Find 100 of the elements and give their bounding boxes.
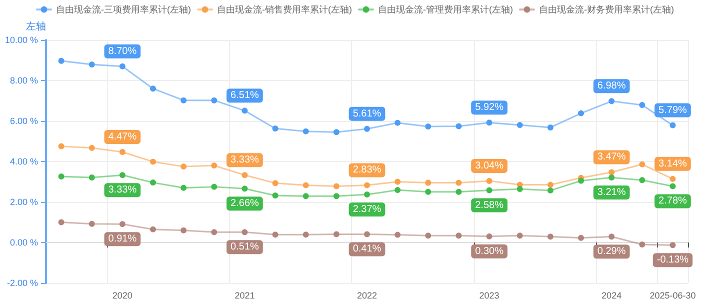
data-label: 3.21% [597, 186, 626, 198]
data-label: 6.51% [230, 90, 259, 102]
point [333, 183, 340, 190]
y-tick-label: 4.00 % [10, 156, 38, 166]
x-tick-label: 2025-06-30 [650, 290, 696, 300]
point [456, 188, 462, 195]
y-axis-title: 左轴 [26, 20, 46, 32]
x-tick-label: 2024 [602, 290, 622, 300]
data-label: 6.98% [597, 80, 626, 92]
point [302, 182, 309, 188]
data-label: 5.79% [658, 104, 687, 116]
point [486, 120, 492, 126]
point [578, 178, 584, 184]
point [639, 161, 646, 168]
point [394, 120, 401, 126]
data-label: 0.91% [108, 234, 137, 245]
point [608, 174, 615, 180]
point [639, 102, 646, 108]
point [456, 123, 462, 130]
point [364, 231, 370, 238]
point [364, 192, 370, 198]
point [425, 180, 432, 186]
point [547, 124, 554, 130]
point [119, 172, 126, 178]
data-label: -0.13% [656, 254, 689, 266]
point [516, 186, 523, 192]
point [639, 177, 646, 184]
point [150, 180, 156, 186]
point [394, 232, 401, 238]
point [272, 125, 278, 132]
point [547, 187, 554, 194]
point [516, 122, 523, 128]
point [578, 234, 584, 241]
point [670, 122, 676, 128]
data-label: 0.41% [352, 244, 382, 255]
data-label: 5.92% [475, 102, 504, 114]
point [302, 193, 309, 200]
point [88, 62, 95, 68]
data-label: 0.30% [475, 246, 504, 257]
x-tick-label: 2023 [479, 290, 500, 300]
point [242, 108, 248, 114]
data-label: 3.04% [475, 160, 504, 172]
data-label: 3.33% [230, 154, 259, 166]
data-label: 3.14% [658, 158, 687, 170]
point [211, 162, 218, 169]
point [516, 232, 523, 239]
point [456, 232, 462, 239]
point [608, 234, 615, 240]
point [150, 226, 156, 232]
point [180, 97, 187, 104]
point [302, 232, 309, 238]
legend-label: 自由现金流-销售费用率累计(左轴) [217, 4, 352, 14]
data-label: 2.78% [658, 196, 687, 207]
point [58, 219, 64, 226]
point [456, 180, 462, 186]
legend-label: 自由现金流-财务费用率累计(左轴) [538, 4, 674, 14]
point [88, 144, 95, 151]
point [670, 176, 676, 182]
point [394, 187, 401, 194]
point [180, 227, 187, 234]
legend-label: 自由现金流-管理费用率累计(左轴) [378, 4, 513, 14]
data-label: 2.66% [230, 198, 259, 210]
legend-label: 自由现金流-三项费用率累计(左轴) [56, 4, 192, 14]
point [119, 221, 126, 228]
point [302, 128, 309, 134]
point [333, 193, 340, 200]
point [211, 97, 218, 104]
point [364, 182, 370, 188]
point [425, 123, 432, 130]
y-tick-label: -2.00 % [6, 278, 38, 288]
y-tick-label: 6.00 % [10, 116, 38, 126]
point [242, 186, 248, 192]
point [394, 178, 401, 185]
point [486, 233, 492, 240]
point [58, 173, 64, 180]
point [88, 220, 95, 227]
x-tick-label: 2021 [234, 290, 255, 300]
point [150, 86, 156, 92]
data-label: 2.83% [352, 164, 382, 176]
point [242, 172, 248, 178]
point [58, 58, 64, 64]
point [547, 182, 554, 188]
point [150, 158, 156, 165]
data-label: 0.51% [230, 242, 259, 253]
point [608, 98, 615, 104]
point [425, 232, 432, 239]
point [211, 229, 218, 236]
data-label: 5.61% [352, 108, 382, 120]
point [272, 192, 278, 199]
point [670, 183, 676, 190]
point [88, 174, 95, 180]
point [670, 242, 676, 248]
y-tick-label: 8.00 % [10, 76, 38, 86]
point [180, 164, 187, 170]
data-label: 2.37% [352, 204, 382, 216]
point [211, 184, 218, 190]
point [333, 231, 340, 238]
point [58, 143, 64, 150]
point [119, 148, 126, 155]
data-label: 8.70% [108, 46, 137, 57]
